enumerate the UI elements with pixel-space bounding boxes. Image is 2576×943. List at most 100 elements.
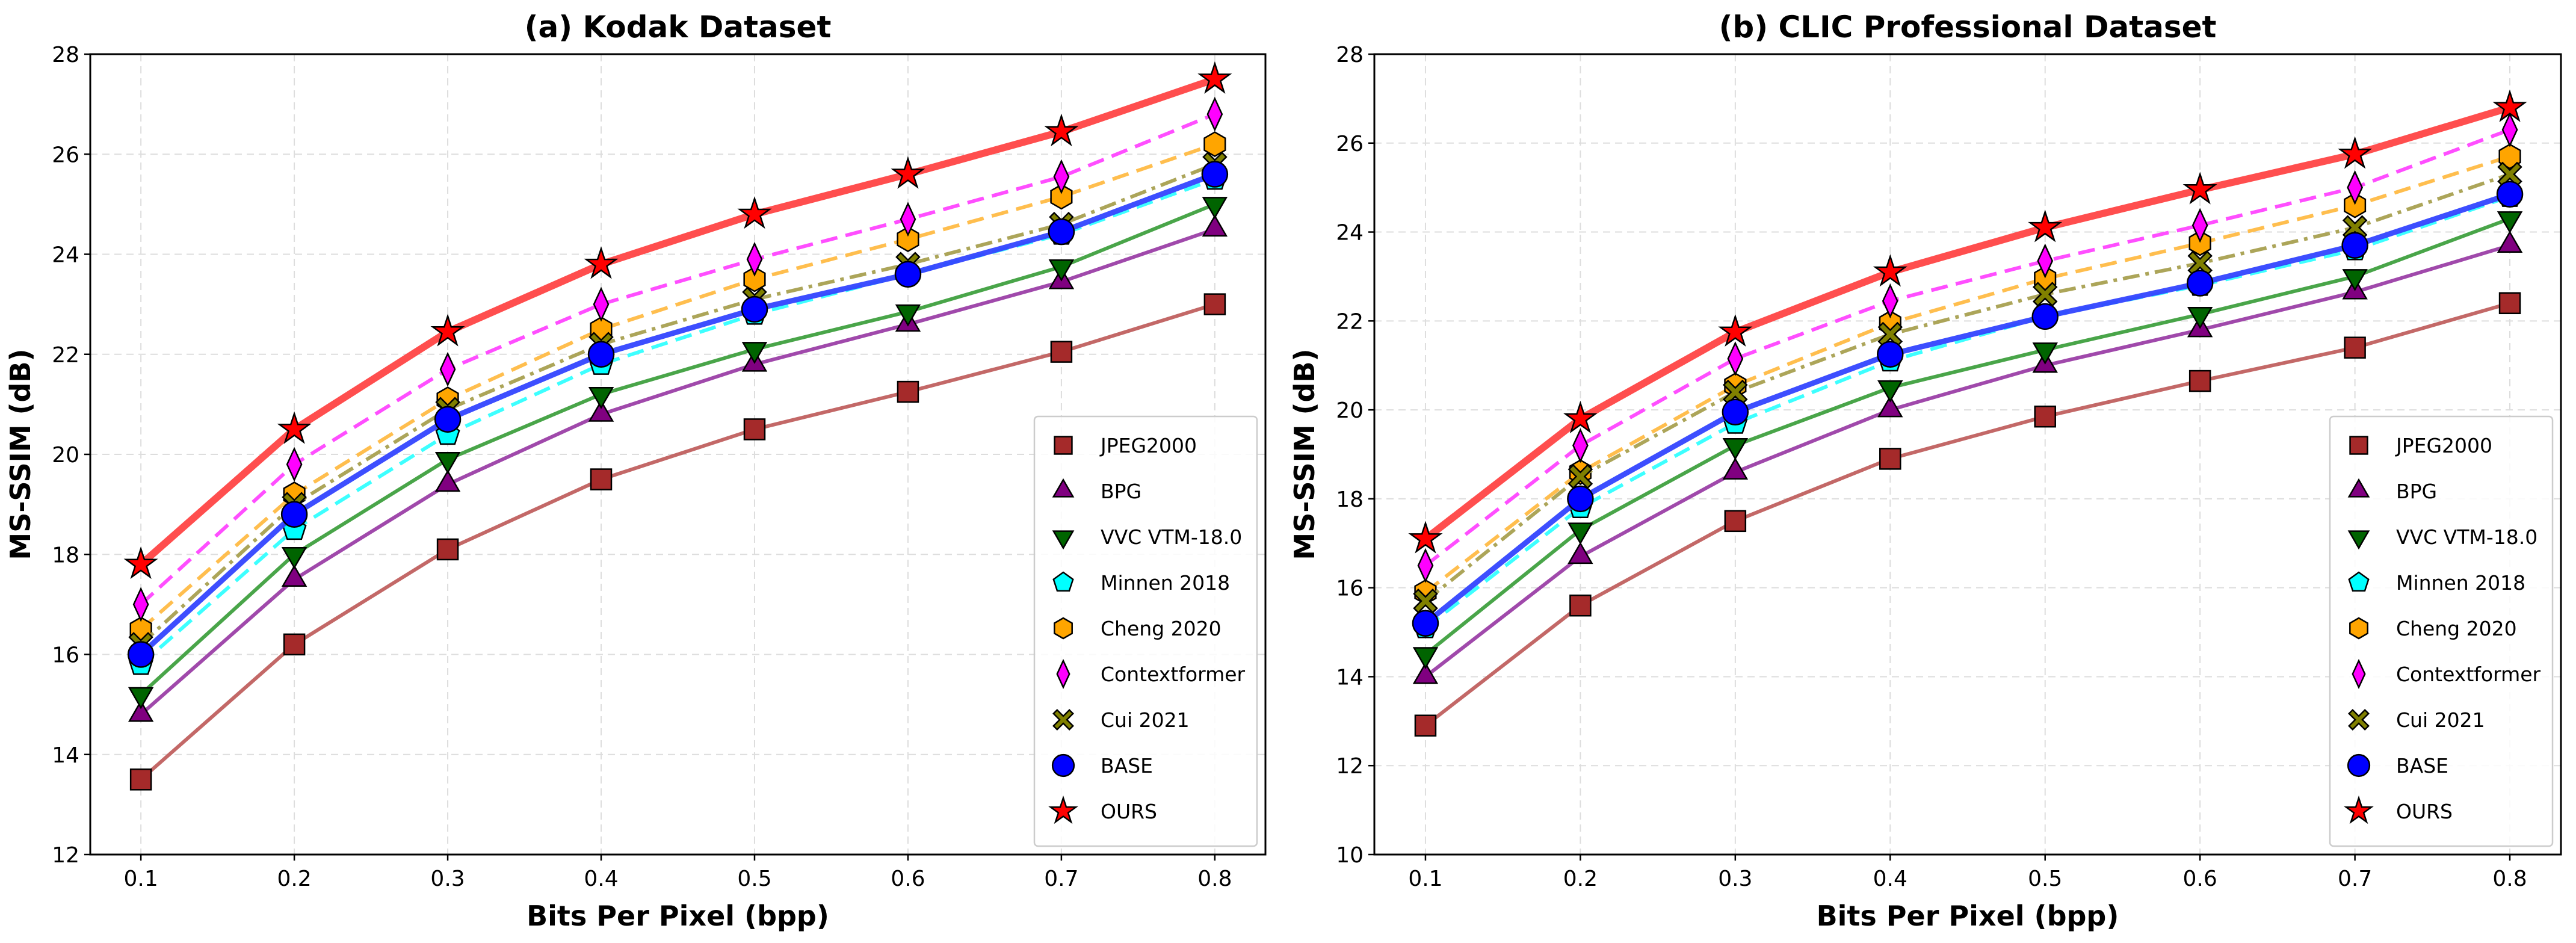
data-point [1202, 214, 1228, 237]
legend-marker [1051, 753, 1075, 778]
data-point [900, 202, 916, 237]
data-point [281, 564, 307, 587]
data-point [584, 246, 619, 279]
data-point [2188, 230, 2211, 256]
y-tick-label: 14 [52, 743, 79, 768]
data-point [286, 447, 303, 482]
legend-label: BASE [2396, 754, 2448, 778]
legend-label: Cheng 2020 [2396, 617, 2517, 640]
y-axis-label: MS-SSIM (dB) [4, 348, 37, 560]
x-tick-label: 0.8 [2492, 867, 2527, 891]
legend-label: Minnen 2018 [1101, 571, 1230, 595]
legend-marker [2344, 795, 2374, 824]
data-point [2031, 303, 2059, 330]
legend-marker [2347, 478, 2370, 498]
data-point [1718, 314, 1753, 347]
data-point [2497, 161, 2522, 187]
legend-box [1033, 415, 1258, 847]
data-point [1050, 341, 1073, 363]
data-point [2344, 336, 2366, 359]
data-point [2492, 89, 2527, 122]
data-point [1414, 714, 1437, 737]
legend-marker [2349, 436, 2368, 455]
y-tick-label: 22 [1336, 309, 1364, 334]
data-point [277, 411, 312, 444]
y-tick-label: 20 [52, 443, 79, 468]
data-point [2347, 170, 2363, 205]
data-point [2032, 282, 2058, 307]
y-tick-label: 28 [1336, 43, 1364, 67]
data-point [2187, 250, 2213, 276]
data-point [1197, 61, 1232, 94]
data-point [1877, 341, 1904, 368]
series-line [139, 172, 1216, 657]
data-point [587, 341, 615, 368]
legend: JPEG2000 BPG VVC VTM-18.0 Minnen 2018 Cheng … [2329, 415, 2554, 847]
data-point [1572, 428, 1589, 463]
plot-frame [89, 53, 1267, 856]
data-point [2034, 405, 2056, 428]
data-point [281, 547, 307, 569]
legend-marker [2348, 571, 2370, 592]
data-point [2498, 292, 2521, 315]
kodak-chart: 0.1 0.2 0.3 0.4 0.5 0.6 0.7 0.8 12 14 16 18 20 22 24 26… [4, 10, 1267, 932]
data-point [123, 546, 158, 580]
data-point [1722, 398, 1749, 426]
legend-label: BPG [2396, 480, 2437, 503]
legend-label: JPEG2000 [1099, 434, 1197, 457]
series-line [140, 302, 1215, 781]
data-point [1417, 548, 1434, 583]
data-point [891, 156, 925, 189]
x-tick-label: 0.4 [584, 867, 618, 891]
series-line [1424, 155, 2510, 594]
legend-label: OURS [2396, 800, 2453, 823]
data-point [132, 587, 149, 622]
x-tick-label: 0.5 [2028, 867, 2062, 891]
data-point [1201, 161, 1229, 188]
y-tick-label: 10 [1336, 843, 1364, 868]
series-vvc-vtm-18-0 [1412, 211, 2523, 670]
data-point [1206, 96, 1223, 132]
data-point [1568, 464, 1593, 489]
plot-frame [1373, 53, 2562, 856]
series-base [1412, 181, 2524, 637]
legend-marker [1056, 658, 1070, 690]
y-tick-label: 26 [52, 143, 79, 167]
x-tick-label: 0.3 [430, 867, 465, 891]
data-point [434, 452, 461, 474]
legend-label: VVC VTM-18.0 [2396, 525, 2537, 549]
y-tick-label: 22 [52, 343, 79, 368]
series-contextformer [1417, 112, 2518, 583]
x-tick-label: 0.5 [737, 867, 771, 891]
clic-chart: 0.1 0.2 0.3 0.4 0.5 0.6 0.7 0.8 10 12 14 16 18 20 22 24… [1288, 10, 2562, 932]
data-point [280, 501, 308, 528]
x-tick-label: 0.1 [124, 867, 158, 891]
data-point [1724, 510, 1747, 533]
data-point [1563, 400, 1598, 434]
legend-marker [2352, 658, 2366, 690]
data-point [436, 538, 459, 561]
x-axis-label: Bits Per Pixel (bpp) [1817, 900, 2119, 932]
data-point [434, 469, 461, 492]
data-point [2028, 209, 2063, 243]
data-point [1048, 218, 1075, 246]
data-point [1053, 159, 1070, 194]
series-line [140, 142, 1215, 631]
x-axis-label: Bits Per Pixel (bpp) [527, 900, 829, 932]
x-tick-label: 0.8 [1197, 867, 1232, 891]
data-point [1044, 113, 1079, 147]
data-point [2497, 230, 2523, 253]
data-point [2497, 211, 2523, 233]
data-point [1879, 448, 1901, 470]
data-point [1203, 293, 1226, 315]
data-point [741, 295, 768, 323]
chart-title: (a) Kodak Dataset [525, 10, 832, 45]
data-point [2501, 112, 2518, 147]
data-point [1568, 542, 1593, 564]
data-point [1202, 197, 1228, 219]
legend-label: Minnen 2018 [2396, 571, 2525, 595]
y-tick-label: 14 [1336, 665, 1364, 690]
data-point [439, 351, 456, 387]
legend-marker [1054, 617, 1073, 640]
y-tick-label: 24 [52, 243, 79, 268]
